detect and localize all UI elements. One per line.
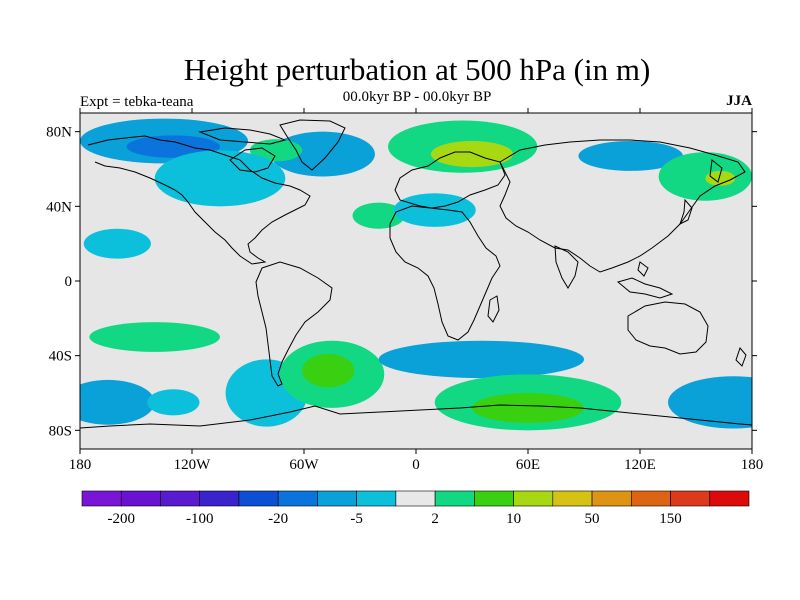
africa-coast — [389, 205, 501, 341]
colorbar-box-5 — [277, 490, 318, 507]
anomaly-region-21 — [80, 379, 155, 425]
anomaly-region-5 — [430, 141, 514, 168]
x-tick-label-5: 120E — [624, 457, 656, 473]
asia-coast — [499, 139, 746, 273]
anomaly-region-22 — [147, 389, 200, 416]
x-tick-label-0: 180 — [69, 457, 92, 473]
madagascar-coast — [487, 295, 500, 323]
colorbar-label-6: 50 — [585, 511, 600, 527]
colorbar-box-16 — [709, 490, 750, 507]
anomaly-region-3 — [249, 139, 303, 162]
colorbar: -200 -100 -20 -5 2 10 50 150 — [81, 490, 750, 527]
x-tick-label-2: 60W — [289, 457, 319, 473]
anomaly-region-20 — [668, 376, 752, 429]
x-tick-label-4: 60E — [516, 457, 540, 473]
colorbar-box-12 — [552, 490, 593, 507]
colorbar-box-7 — [356, 490, 397, 507]
y-tick-label-3: 40S — [49, 349, 72, 365]
plot-title: Height perturbation at 500 hPa (in m) — [183, 52, 651, 87]
new-zealand-coast — [735, 347, 747, 367]
colorbar-label-3: -5 — [350, 511, 363, 527]
anomaly-region-2 — [270, 131, 375, 177]
x-tick-label-1: 120W — [174, 457, 212, 473]
australia-coast — [627, 301, 709, 355]
y-tick-label-0: 80N — [46, 125, 72, 141]
hudson-bay-coast — [229, 147, 276, 173]
japan-coast — [679, 198, 693, 225]
arctic-islands — [198, 127, 287, 145]
period-label: 00.0kyr BP - 00.0kyr BP — [342, 89, 492, 105]
y-tick-label-1: 40N — [46, 199, 72, 215]
anomaly-region-8 — [705, 170, 736, 186]
south-america-coast — [255, 261, 333, 387]
anomaly-region-13 — [89, 322, 220, 352]
colorbar-label-7: 150 — [659, 511, 682, 527]
anomaly-region-12 — [393, 193, 476, 227]
india-coast — [554, 245, 579, 289]
colorbar-box-2 — [160, 490, 201, 507]
anomaly-region-17 — [378, 340, 584, 379]
coastline-layer — [80, 119, 752, 429]
colorbar-box-8 — [395, 490, 436, 507]
colorbar-box-1 — [120, 490, 161, 507]
colorbar-box-11 — [513, 490, 554, 507]
colorbar-label-5: 10 — [506, 511, 521, 527]
colorbar-box-10 — [474, 490, 514, 507]
north-america-coast — [87, 135, 311, 265]
season-label: JJA — [726, 93, 752, 109]
y-tick-label-2: 0 — [65, 274, 73, 290]
colorbar-label-2: -20 — [268, 511, 288, 527]
x-tick-label-6: 180 — [741, 457, 764, 473]
colorbar-box-4 — [238, 490, 279, 507]
colorbar-label-4: 2 — [431, 511, 439, 527]
greenland-coast — [279, 119, 346, 171]
colorbar-box-6 — [317, 490, 357, 507]
axis-ticks: 80N 40N 0 40S 80S 180 120W 60W 0 60E 120E 180 — [46, 108, 763, 473]
anomaly-region-16 — [302, 353, 355, 388]
anomaly-region-6 — [578, 141, 683, 171]
anomaly-region-19 — [472, 393, 584, 423]
anomaly-region-9 — [154, 150, 286, 207]
experiment-label: Expt = tebka-teana — [80, 94, 194, 110]
x-tick-label-3: 0 — [412, 457, 420, 473]
colorbar-box-0 — [81, 490, 122, 507]
anomaly-region-7 — [658, 152, 752, 201]
antarctica-coast — [80, 404, 752, 429]
colorbar-label-0: -200 — [107, 511, 135, 527]
southeast-asia-islands — [616, 277, 674, 299]
y-tick-label-4: 80S — [49, 423, 72, 439]
colorbar-box-3 — [199, 490, 240, 507]
kamchatka-coast — [709, 159, 723, 183]
colorbar-box-13 — [591, 490, 632, 507]
colorbar-label-1: -100 — [186, 511, 214, 527]
colorbar-box-15 — [670, 490, 711, 507]
colorbar-box-9 — [434, 490, 475, 507]
sea-islands-2 — [637, 261, 649, 277]
anomaly-region-10 — [83, 228, 151, 259]
colorbar-box-14 — [630, 490, 671, 507]
anomaly-region-11 — [352, 202, 405, 229]
